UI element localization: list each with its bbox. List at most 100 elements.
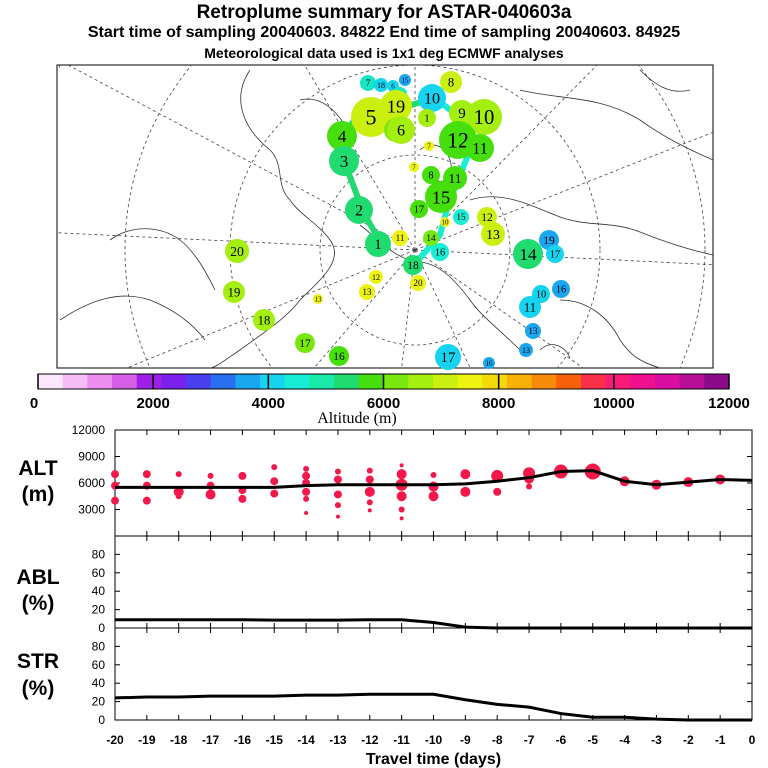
altitude-point <box>270 477 279 486</box>
altitude-point <box>399 463 404 468</box>
trajectory-marker: 1 <box>365 231 391 257</box>
trajectory-marker: 17 <box>410 200 428 218</box>
x-tick-label: -4 <box>619 733 630 747</box>
panel-unit: (m) <box>22 483 55 506</box>
altitude-point <box>111 496 119 505</box>
trajectory-marker: 13 <box>313 294 323 304</box>
x-tick-label: -10 <box>425 733 443 747</box>
trajectory-marker-label: 2 <box>355 203 363 220</box>
x-tick-label: -2 <box>683 733 694 747</box>
trajectory-marker-label: 12 <box>447 129 469 153</box>
trajectory-marker-label: 16 <box>435 248 445 259</box>
x-tick-label: -12 <box>361 733 379 747</box>
altitude-point <box>238 494 247 503</box>
trajectory-marker: 11 <box>392 230 408 246</box>
altitude-point <box>334 468 341 475</box>
trajectory-marker: 2 <box>345 196 373 224</box>
trajectory-marker-dot <box>253 309 275 331</box>
trajectory-marker-dot <box>422 166 440 184</box>
altitude-point <box>270 489 279 498</box>
trajectory-marker: 1 <box>418 109 436 127</box>
altitude-point <box>175 471 182 478</box>
trajectory-marker-label: 11 <box>524 300 536 314</box>
altitude-point <box>430 472 437 479</box>
altitude-point <box>303 495 310 502</box>
trajectory-marker-label: 14 <box>519 245 537 264</box>
trajectory-marker: 7 <box>409 162 419 172</box>
trajectory-marker-dot <box>466 99 502 135</box>
trajectory-marker-dot <box>481 222 505 246</box>
trajectory-marker-dot <box>425 181 457 213</box>
panel-label: STR <box>17 650 59 673</box>
x-tick-label: -1 <box>715 733 726 747</box>
altitude-point <box>238 471 247 480</box>
y-tick-label: 12000 <box>72 423 106 437</box>
map-markers: 7186191585198101910467121137811151710151… <box>223 71 570 370</box>
trajectory-marker: 13 <box>525 323 541 339</box>
sampling-time: Start time of sampling 20040603. 84822 E… <box>87 24 681 41</box>
trajectory-marker-label: 6 <box>397 123 405 140</box>
trajectory-marker: 19 <box>380 90 412 122</box>
altitude-point <box>428 481 439 492</box>
altitude-point <box>396 469 407 480</box>
x-tick-label: -8 <box>492 733 503 747</box>
colorbar-segment <box>679 374 705 389</box>
trajectory-marker-dot <box>327 121 357 151</box>
trajectory-marker-label: 18 <box>258 313 271 327</box>
trajectory-marker-dot <box>403 255 423 275</box>
trajectory-marker-dot <box>418 84 446 112</box>
altitude-colorbar <box>37 373 730 390</box>
colorbar-segment <box>580 374 607 389</box>
trajectory-marker-label: 1 <box>374 237 381 253</box>
x-axis-label: Travel time (days) <box>366 751 501 768</box>
altitude-point <box>396 491 407 502</box>
trajectory-marker-dot <box>418 109 436 127</box>
trajectory-marker: 4 <box>327 121 357 151</box>
trajectory-marker: 3 <box>329 146 359 176</box>
colorbar-segment <box>457 374 483 389</box>
colorbar-tick-label: 4000 <box>252 395 285 412</box>
y-tick-label: 60 <box>92 566 106 580</box>
trajectory-marker-label: 7 <box>366 78 371 88</box>
x-tick-label: -14 <box>297 733 315 747</box>
trajectory-marker-label: 8 <box>428 171 433 182</box>
trajectory-marker-dot <box>435 344 461 370</box>
altitude-point <box>271 464 278 471</box>
trajectory-marker-dot <box>519 343 533 357</box>
trajectory-marker-dot <box>399 74 411 86</box>
colorbar-segment <box>62 374 88 389</box>
colorbar-segment <box>136 374 162 389</box>
trajectory-marker-label: 5 <box>366 105 377 130</box>
trajectory-marker-dot <box>365 231 391 257</box>
trajectory-marker: 19 <box>539 230 559 250</box>
trajectory-marker-label: 17 <box>550 250 560 261</box>
trajectory-marker: 13 <box>359 284 375 300</box>
trajectory-marker: 7 <box>360 75 376 91</box>
x-tick-label: -18 <box>170 733 188 747</box>
trajectory-marker-label: 11 <box>396 233 405 243</box>
x-tick-label: -20 <box>106 733 124 747</box>
colorbar-segment <box>482 374 508 389</box>
mean-altitude-line <box>115 469 753 489</box>
trajectory-marker-dot <box>423 230 439 246</box>
colorbar-segment <box>87 374 113 389</box>
altitude-point <box>460 486 471 497</box>
altitude-point <box>428 491 439 502</box>
y-tick-label: 20 <box>92 695 106 709</box>
trajectory-marker: 13 <box>519 343 533 357</box>
trajectory-marker: 17 <box>435 344 461 370</box>
colorbar-segment <box>260 374 286 389</box>
colorbar-segment <box>630 374 656 389</box>
trajectory-marker: 6 <box>387 116 415 144</box>
x-tick-label: -11 <box>393 733 410 747</box>
panel-frame <box>114 627 753 721</box>
altitude-point <box>493 487 502 496</box>
altitude-point <box>303 465 310 472</box>
altitude-point <box>302 471 311 480</box>
trajectory-marker: 10 <box>466 99 502 135</box>
trajectory-marker: 19 <box>223 281 245 303</box>
altitude-point <box>335 514 340 519</box>
trajectory-marker: 15 <box>453 209 469 225</box>
y-tick-label: 80 <box>92 639 106 653</box>
colorbar-tick-label: 2000 <box>136 395 169 412</box>
